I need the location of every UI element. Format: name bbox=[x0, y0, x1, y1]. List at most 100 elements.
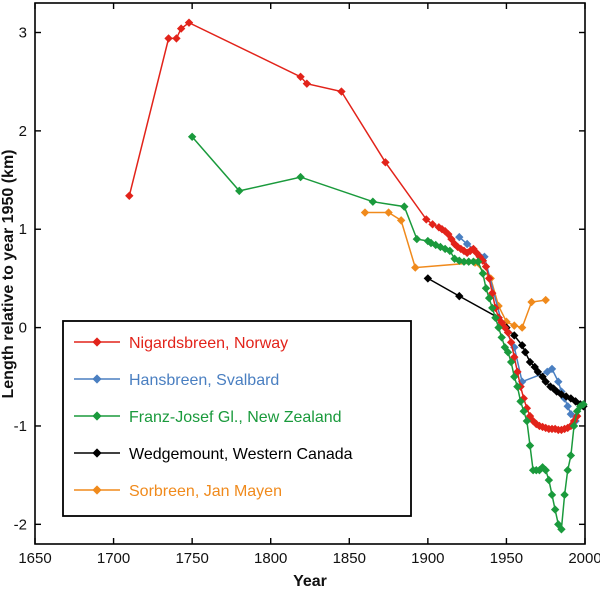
data-point bbox=[560, 490, 569, 500]
data-point bbox=[543, 367, 552, 377]
data-point bbox=[510, 321, 519, 330]
y-tick-label: 1 bbox=[19, 221, 27, 238]
data-point bbox=[517, 377, 527, 386]
data-point bbox=[302, 79, 312, 88]
data-point bbox=[506, 357, 516, 367]
legend-swatch-marker bbox=[92, 337, 102, 347]
data-point bbox=[464, 257, 473, 266]
data-point bbox=[296, 72, 305, 81]
legend-swatch-marker bbox=[92, 485, 102, 495]
data-point bbox=[184, 18, 194, 27]
data-point bbox=[478, 269, 488, 278]
data-point bbox=[440, 244, 450, 254]
data-point bbox=[400, 202, 409, 211]
data-point bbox=[522, 416, 532, 426]
data-point bbox=[473, 257, 483, 266]
data-point bbox=[462, 239, 472, 249]
data-point bbox=[510, 331, 519, 340]
legend-swatch-marker bbox=[92, 448, 102, 458]
series-layer bbox=[125, 18, 588, 534]
legend-swatch-marker bbox=[92, 374, 102, 384]
data-point bbox=[412, 234, 422, 244]
legend-label: Nigardsbreen, Norway bbox=[129, 335, 288, 352]
x-axis-ticks: 1650 1700 1750 1800 1850 1900 1950 2000 bbox=[18, 3, 600, 567]
x-tick-label: 1750 bbox=[175, 550, 208, 567]
data-point bbox=[554, 377, 563, 386]
data-point bbox=[296, 172, 305, 182]
data-point bbox=[125, 191, 134, 200]
y-tick-label: 3 bbox=[19, 25, 27, 42]
data-point bbox=[569, 421, 579, 431]
y-tick-label: 2 bbox=[19, 123, 27, 140]
data-point bbox=[541, 377, 550, 386]
y-axis-title: Length relative to year 1950 (km) bbox=[0, 150, 17, 399]
data-point bbox=[516, 397, 525, 406]
data-point bbox=[527, 297, 536, 307]
data-point bbox=[579, 400, 588, 409]
data-point bbox=[164, 34, 173, 43]
data-point bbox=[566, 451, 576, 460]
data-point bbox=[176, 24, 186, 33]
data-point bbox=[532, 419, 541, 429]
data-point bbox=[172, 34, 181, 43]
data-point bbox=[384, 208, 393, 217]
data-point bbox=[187, 132, 197, 141]
x-tick-label: 1800 bbox=[254, 550, 287, 567]
data-point bbox=[557, 525, 566, 534]
series-0 bbox=[125, 18, 582, 435]
series-2 bbox=[187, 132, 588, 534]
data-point bbox=[447, 234, 456, 244]
data-point bbox=[494, 323, 503, 332]
data-point bbox=[481, 284, 491, 293]
data-point bbox=[563, 466, 572, 475]
data-point bbox=[519, 407, 528, 416]
x-tick-label: 1650 bbox=[18, 550, 51, 567]
data-point bbox=[533, 367, 543, 377]
data-point bbox=[576, 402, 585, 411]
legend-swatch-marker bbox=[92, 411, 102, 421]
data-point bbox=[368, 197, 378, 206]
data-point bbox=[517, 323, 527, 332]
x-axis-title: Year bbox=[293, 573, 327, 590]
data-point bbox=[550, 505, 560, 514]
data-point bbox=[572, 411, 582, 421]
y-tick-label: -2 bbox=[14, 516, 27, 533]
x-tick-label: 1900 bbox=[411, 550, 444, 567]
data-point bbox=[411, 263, 420, 272]
data-point bbox=[337, 87, 346, 96]
data-point bbox=[541, 295, 550, 305]
series-4 bbox=[360, 208, 550, 332]
data-point bbox=[469, 257, 478, 266]
data-point bbox=[423, 274, 433, 283]
data-point bbox=[396, 216, 406, 225]
data-point bbox=[491, 313, 500, 322]
legend-label: Franz-Josef Gl., New Zealand bbox=[129, 409, 342, 426]
data-point bbox=[503, 328, 513, 337]
legend: Nigardsbreen, Norway Hansbreen, Svalbard F… bbox=[62, 320, 412, 517]
data-point bbox=[488, 303, 497, 313]
data-point bbox=[525, 357, 535, 367]
data-point bbox=[552, 387, 561, 396]
data-point bbox=[422, 215, 431, 224]
data-point bbox=[428, 220, 437, 229]
data-point bbox=[519, 394, 528, 403]
data-point bbox=[510, 372, 519, 381]
data-point bbox=[484, 293, 494, 303]
data-point bbox=[497, 333, 506, 342]
x-tick-label: 2000 bbox=[568, 550, 600, 567]
data-point bbox=[517, 341, 527, 350]
data-point bbox=[503, 347, 513, 357]
legend-label: Sorbreen, Jan Mayen bbox=[129, 483, 282, 500]
data-point bbox=[525, 441, 535, 450]
legend-box bbox=[62, 320, 412, 517]
data-point bbox=[381, 158, 390, 167]
data-point bbox=[459, 257, 469, 266]
legend-label: Wedgemount, Western Canada bbox=[129, 446, 353, 463]
data-point bbox=[360, 208, 370, 217]
data-point bbox=[506, 338, 516, 347]
data-point bbox=[481, 262, 491, 271]
data-point bbox=[521, 347, 530, 357]
data-point bbox=[541, 466, 550, 475]
data-point bbox=[455, 232, 464, 242]
